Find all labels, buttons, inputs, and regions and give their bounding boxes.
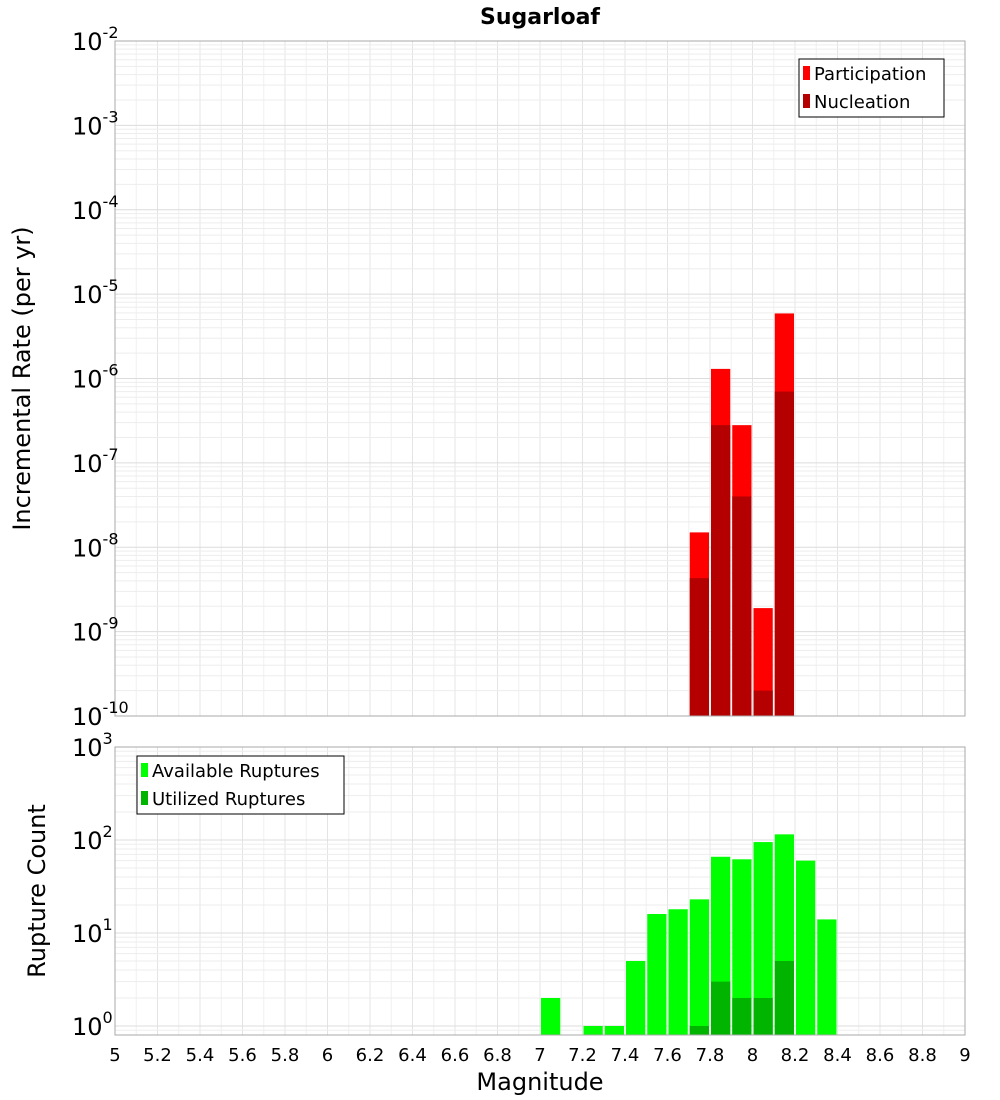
bar <box>774 391 794 716</box>
x-tick-label: 6.2 <box>356 1045 385 1066</box>
bar <box>711 425 731 716</box>
chart-title: Sugarloaf <box>480 5 600 30</box>
bar <box>753 608 773 716</box>
x-tick-label: 5.6 <box>228 1045 257 1066</box>
bar <box>689 899 709 1035</box>
count-y-axis-label: Rupture Count <box>23 804 51 978</box>
y-tick-label: 101 <box>72 915 113 948</box>
x-tick-label: 7.4 <box>611 1045 640 1066</box>
bar <box>647 914 667 1035</box>
y-tick-label: 102 <box>72 822 113 855</box>
legend-box <box>136 755 345 815</box>
x-tick-label: 8.2 <box>781 1045 810 1066</box>
rate-panel: 10-10 10-9 10-8 10-7 10-6 10-5 10-4 10-3 10-2 Inc… <box>8 23 966 731</box>
y-tick-label: 10-4 <box>72 192 119 225</box>
bar <box>796 860 816 1035</box>
x-tick-label: 8.4 <box>823 1045 852 1066</box>
bar <box>689 578 709 716</box>
x-axis: 5 5.2 5.4 5.6 5.8 6 6.2 6.4 6.6 6.8 7 7.2 7.4 7.6 7.8 8… <box>109 1045 970 1066</box>
legend-entry: Utilized Ruptures <box>152 789 305 810</box>
count-panel: 100 101 102 103 Rupture Count Available Ruptu… <box>23 729 966 1041</box>
legend-box <box>798 58 945 118</box>
bar <box>689 1025 709 1035</box>
count-series-utilized-ruptures <box>689 960 794 1035</box>
y-tick-label: 100 <box>72 1008 113 1041</box>
count-legend: Available Ruptures Utilized Ruptures <box>136 755 345 815</box>
bar <box>732 496 752 716</box>
y-tick-label: 10-2 <box>72 23 119 56</box>
bar <box>604 1025 624 1035</box>
legend-swatch <box>141 763 148 777</box>
count-frame <box>114 746 966 1036</box>
x-tick-label: 7 <box>534 1045 545 1066</box>
rate-series-nucleation <box>689 391 794 716</box>
y-tick-label: 10-3 <box>72 107 119 140</box>
x-tick-label: 9 <box>959 1045 970 1066</box>
bar <box>753 997 773 1035</box>
count-series-available-ruptures <box>541 834 837 1035</box>
x-tick-label: 7.8 <box>696 1045 725 1066</box>
y-tick-label: 103 <box>72 729 113 762</box>
x-tick-label: 8 <box>747 1045 758 1066</box>
x-tick-label: 7.2 <box>568 1045 597 1066</box>
x-axis-label: Magnitude <box>476 1068 603 1096</box>
bar <box>668 909 688 1035</box>
bar <box>711 981 731 1035</box>
x-tick-label: 5 <box>109 1045 120 1066</box>
y-tick-label: 10-9 <box>72 614 119 647</box>
legend-entry: Participation <box>814 64 926 85</box>
x-tick-label: 6.8 <box>483 1045 512 1066</box>
y-tick-label: 10-7 <box>72 445 119 478</box>
x-tick-label: 6 <box>322 1045 333 1066</box>
bar <box>774 960 794 1035</box>
bar <box>583 1025 603 1035</box>
bar <box>541 997 561 1035</box>
rate-legend: Participation Nucleation <box>798 58 945 118</box>
x-tick-label: 8.8 <box>908 1045 937 1066</box>
y-tick-label: 10-10 <box>72 698 129 731</box>
y-tick-label: 10-8 <box>72 529 119 562</box>
legend-swatch <box>141 791 148 805</box>
x-tick-label: 6.4 <box>398 1045 427 1066</box>
bar <box>732 859 752 1035</box>
bar <box>817 919 837 1035</box>
x-tick-label: 5.2 <box>143 1045 172 1066</box>
bar <box>753 842 773 1035</box>
legend-entry: Available Ruptures <box>152 761 320 782</box>
y-tick-label: 10-6 <box>72 361 119 394</box>
bar <box>732 997 752 1035</box>
rate-y-axis-label: Incremental Rate (per yr) <box>8 226 36 530</box>
legend-swatch <box>803 94 810 108</box>
rate-grid <box>114 41 966 717</box>
rate-frame <box>114 40 966 717</box>
legend-swatch <box>803 66 810 80</box>
x-tick-label: 6.6 <box>441 1045 470 1066</box>
bar <box>626 960 646 1035</box>
x-tick-label: 7.6 <box>653 1045 682 1066</box>
x-tick-label: 8.6 <box>866 1045 895 1066</box>
y-tick-label: 10-5 <box>72 276 119 309</box>
x-tick-label: 5.4 <box>186 1045 215 1066</box>
legend-entry: Nucleation <box>814 92 910 113</box>
bar <box>753 690 773 716</box>
x-tick-label: 5.8 <box>271 1045 300 1066</box>
